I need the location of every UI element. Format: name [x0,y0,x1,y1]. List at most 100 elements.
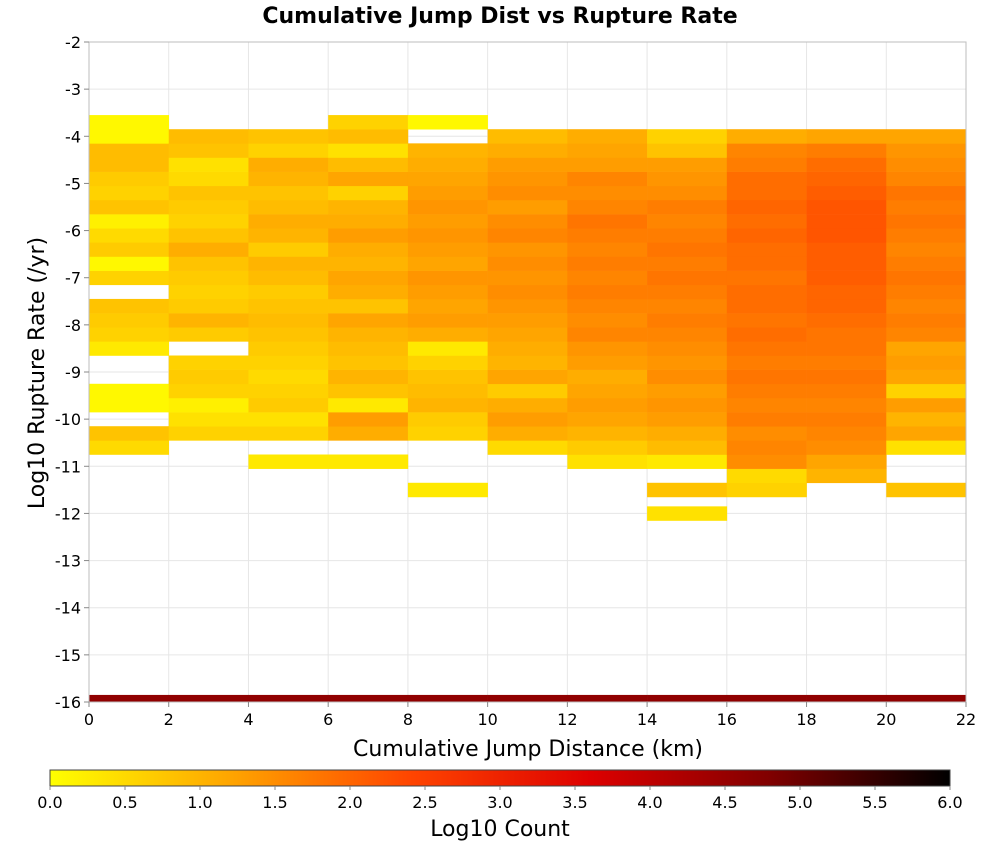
heatmap-cell [647,256,728,271]
heatmap-cell [726,313,807,328]
heatmap-cell [567,341,648,356]
heatmap-cell [726,327,807,342]
heatmap-cell [647,383,728,399]
heatmap-cell [886,298,967,314]
heatmap-cell [567,228,648,243]
heatmap-cell [726,256,807,271]
heatmap-cell [726,228,807,243]
heatmap-cell [487,327,568,342]
heatmap-cell [328,454,409,469]
heatmap-cell [487,397,568,413]
heatmap-cell [806,412,887,427]
heatmap-cell [806,397,887,413]
heatmap-cell [407,115,488,130]
heatmap-cell [647,129,728,144]
heatmap-cell [407,298,488,314]
x-tick-label: 18 [796,710,816,729]
heatmap-cell [328,412,409,427]
heatmap-cell [248,185,329,201]
heatmap-cell [567,199,648,215]
heatmap-cell [647,369,728,385]
colorbar-tick-label: 5.5 [862,793,887,812]
colorbar-tick-label: 4.0 [637,793,662,812]
heatmap-cell [168,242,249,257]
heatmap-cell [407,228,488,243]
heatmap-cell [407,412,488,427]
heatmap-cell [726,426,807,441]
y-tick-label: -14 [55,599,81,618]
heatmap-cell [806,327,887,342]
x-tick-label: 22 [956,710,976,729]
heatmap-cell [726,397,807,413]
heatmap-cell [89,298,170,314]
heatmap-cell [168,171,249,187]
heatmap-cell [726,355,807,370]
heatmap-cell [567,284,648,300]
heatmap-cell [168,143,249,158]
colorbar-tick-label: 0.5 [112,793,137,812]
heatmap-cell [886,228,967,243]
heatmap-cell [407,157,488,172]
heatmap-cell [89,199,170,215]
x-axis-label: Cumulative Jump Distance (km) [353,737,703,762]
heatmap-cell [806,185,887,201]
heatmap-cell [567,270,648,286]
heatmap-cell [567,143,648,158]
heatmap-cell [487,129,568,144]
heatmap-cell [567,242,648,257]
heatmap-cell [806,694,887,703]
heatmap-cell [886,129,967,144]
heatmap-cell [487,694,568,703]
heatmap-cell [567,171,648,187]
heatmap-cell [726,440,807,455]
heatmap-cell [567,185,648,201]
heatmap-cell [487,256,568,271]
y-tick-label: -2 [65,33,81,52]
heatmap-cell [168,694,249,703]
heatmap-cell [647,341,728,356]
heatmap-cell [886,270,967,286]
heatmap-cell [647,412,728,427]
heatmap-cell [168,327,249,342]
heatmap-cell [168,355,249,370]
heatmap-cell [487,383,568,399]
heatmap-cell [487,313,568,328]
heatmap-cell [886,369,967,385]
heatmap-cell [89,171,170,187]
heatmap-cell [726,412,807,427]
heatmap-cell [89,185,170,201]
heatmap-cell [806,440,887,455]
heatmap-cell [328,228,409,243]
heatmap-cell [487,242,568,257]
heatmap-cell [726,129,807,144]
heatmap-cell [89,129,170,144]
colorbar-tick-label: 4.5 [712,793,737,812]
heatmap-cell [168,426,249,441]
heatmap-cell [248,369,329,385]
heatmap-cell [726,341,807,356]
heatmap-cell [328,242,409,257]
y-tick-label: -4 [65,127,81,146]
heatmap-cell [248,327,329,342]
heatmap-cell [567,129,648,144]
heatmap-cell [407,313,488,328]
heatmap-cell [328,298,409,314]
heatmap-cell [89,383,170,399]
heatmap-cell [89,426,170,441]
heatmap-cell [89,242,170,257]
colorbar-tick-label: 2.5 [412,793,437,812]
chart-title: Cumulative Jump Dist vs Rupture Rate [262,4,737,29]
heatmap-cell [248,426,329,441]
heatmap-cell [886,694,967,703]
heatmap-cell [647,313,728,328]
heatmap-cell [726,454,807,469]
heatmap-cell [487,171,568,187]
heatmap-cell [248,157,329,172]
y-tick-label: -16 [55,693,81,712]
heatmap-cell [647,171,728,187]
heatmap-cell [726,284,807,300]
x-tick-label: 4 [243,710,253,729]
heatmap-cell [168,284,249,300]
heatmap-cell [726,482,807,498]
heatmap-cell [328,157,409,172]
